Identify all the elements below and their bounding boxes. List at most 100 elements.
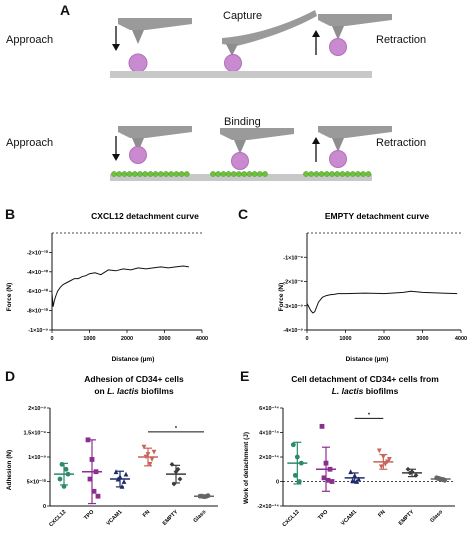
chart-b-x-tick-label: 0 — [50, 336, 53, 342]
chart-d-y-tick-label: 2×10⁻⁹ — [28, 406, 46, 412]
chart-b-x-tick-label: 4000 — [196, 336, 208, 342]
chart-e-category-label: CXCL12 — [282, 509, 301, 528]
row2-retraction-label: Retraction — [376, 137, 427, 149]
chart-b-x-tick-label: 1000 — [83, 336, 95, 342]
bead-25 — [262, 171, 268, 177]
chart-e-title: Cell detachment of CD34+ cells from — [291, 374, 439, 384]
chart-d-point-fn — [149, 457, 155, 462]
bead-3 — [126, 171, 133, 177]
biofilm-beads — [111, 171, 372, 177]
chart-d-point-vcam1 — [119, 484, 125, 489]
chart-d-y-tick-label: 0 — [43, 504, 46, 510]
chart-e-point-fn — [384, 459, 390, 465]
bead-30 — [323, 171, 330, 177]
bead-2 — [121, 171, 128, 177]
chart-c-y-tick-label: -3×10⁻⁹ — [283, 304, 303, 310]
chart-d-point-tpo — [87, 476, 93, 482]
bead-9 — [157, 171, 164, 177]
chart-e-significance-label: * — [368, 412, 371, 418]
chart-e-point-fn — [376, 448, 382, 454]
chart-d-point-tpo — [93, 469, 99, 475]
bead-23 — [251, 171, 258, 177]
chart-d-category-label: TPO — [83, 509, 96, 522]
chart-e-point-vcam1 — [350, 477, 356, 483]
chart-c-xlabel: Distance (µm) — [346, 356, 389, 363]
chart-c-title: EMPTY detachment curve — [325, 211, 430, 221]
chart-d-point-tpo — [85, 437, 91, 443]
chart-d-point-cxcl12 — [63, 466, 69, 472]
chart-d-category-label: EMPTY — [162, 509, 180, 527]
chart-e-y-tick-label: 2×10⁻¹⁴ — [259, 454, 279, 461]
chart-e-point-vcam1 — [356, 476, 362, 482]
chart-c-x-tick-label: 4000 — [455, 336, 467, 342]
bead-17 — [220, 171, 227, 177]
chart-e-point-tpo — [323, 460, 329, 466]
chart-d-point-glass — [203, 494, 209, 499]
chart-e-y-tick-label: 0 — [276, 480, 279, 486]
chart-e-y-tick-label: 6×10⁻¹⁴ — [259, 405, 279, 412]
row2-surface — [110, 174, 372, 181]
schematic-diagram — [110, 10, 392, 181]
chart-e-point-cxcl12 — [298, 460, 304, 466]
chart-d-point-tpo — [89, 457, 95, 462]
panel-label-e: E — [240, 368, 250, 384]
chart-c-x-tick-label: 2000 — [378, 336, 390, 342]
chart-d-point-empty — [171, 481, 177, 487]
bead-14 — [183, 171, 190, 177]
chart-d-ylabel: Adhesion (N) — [6, 450, 13, 490]
chart-e-point-cxcl12 — [290, 442, 296, 448]
chart-c-series-line — [306, 290, 458, 314]
row2-retraction-cantilever — [318, 126, 392, 168]
chart-d-point-cxcl12 — [59, 461, 65, 467]
bead-32 — [334, 171, 341, 177]
chart-e-point-fn — [382, 461, 388, 467]
bead-20 — [236, 171, 242, 177]
bead-1 — [116, 171, 123, 177]
chart-b-y-tick-label: -1×10⁻⁹ — [28, 328, 48, 334]
chart-d-category-label: FN — [142, 509, 151, 518]
bead-22 — [246, 171, 253, 177]
row1-retraction-arrow — [312, 30, 320, 55]
chart-c-ylabel: Force (N) — [278, 283, 285, 312]
bead-13 — [178, 171, 185, 177]
row1-surface — [110, 71, 372, 78]
chart-e-work-of-detachment: Cell detachment of CD34+ cells from L. l… — [243, 374, 455, 528]
chart-b-y-tick-label: -8×10⁻¹⁰ — [27, 308, 49, 315]
chart-b-ylabel: Force (N) — [6, 283, 13, 312]
bead-4 — [131, 171, 138, 177]
chart-e-ylabel: Work of detachment (J) — [243, 432, 250, 504]
chart-c-y-tick-label: -4×10⁻⁹ — [283, 328, 303, 334]
bead-6 — [142, 171, 149, 177]
chart-d-category-label: CXCL12 — [48, 509, 67, 528]
row2-binding-cantilever — [220, 128, 294, 170]
chart-e-category-label: Glass — [429, 509, 444, 524]
chart-d-point-cxcl12 — [57, 476, 63, 482]
chart-d-point-tpo — [91, 488, 97, 494]
chart-d-y-tick-label: 5×10⁻¹⁰ — [27, 479, 47, 486]
chart-c-y-tick-label: -2×10⁻⁹ — [283, 280, 303, 286]
chart-e-y-tick-label: -2×10⁻¹⁴ — [257, 503, 279, 510]
bead-19 — [230, 171, 237, 177]
chart-e-category-label: EMPTY — [398, 509, 416, 527]
chart-d-point-vcam1 — [115, 476, 121, 482]
bead-26 — [303, 171, 309, 177]
chart-e-point-tpo — [325, 477, 331, 483]
chart-e-point-glass — [440, 477, 446, 483]
chart-d-point-empty — [177, 476, 183, 482]
bead-31 — [329, 171, 335, 177]
chart-e-point-vcam1 — [352, 472, 358, 478]
bead-37 — [360, 171, 367, 177]
chart-b-cxcl12-detachment: CXCL12 detachment curve 0 1000 2000 3000 400… — [6, 211, 208, 363]
chart-d-point-empty — [169, 461, 175, 467]
bead-10 — [163, 171, 169, 177]
chart-c-y-tick-label: -1×10⁻⁹ — [283, 255, 303, 261]
chart-d-point-empty — [173, 469, 179, 475]
bead-12 — [173, 171, 180, 177]
row2-approach-label: Approach — [6, 137, 54, 149]
panel-label-a: A — [60, 2, 71, 18]
row1-approach-arrow — [112, 26, 120, 51]
chart-d-point-fn — [145, 452, 151, 457]
chart-b-y-tick-label: -4×10⁻¹⁰ — [27, 269, 49, 276]
chart-d-point-fn — [141, 444, 147, 450]
bead-24 — [256, 171, 263, 177]
